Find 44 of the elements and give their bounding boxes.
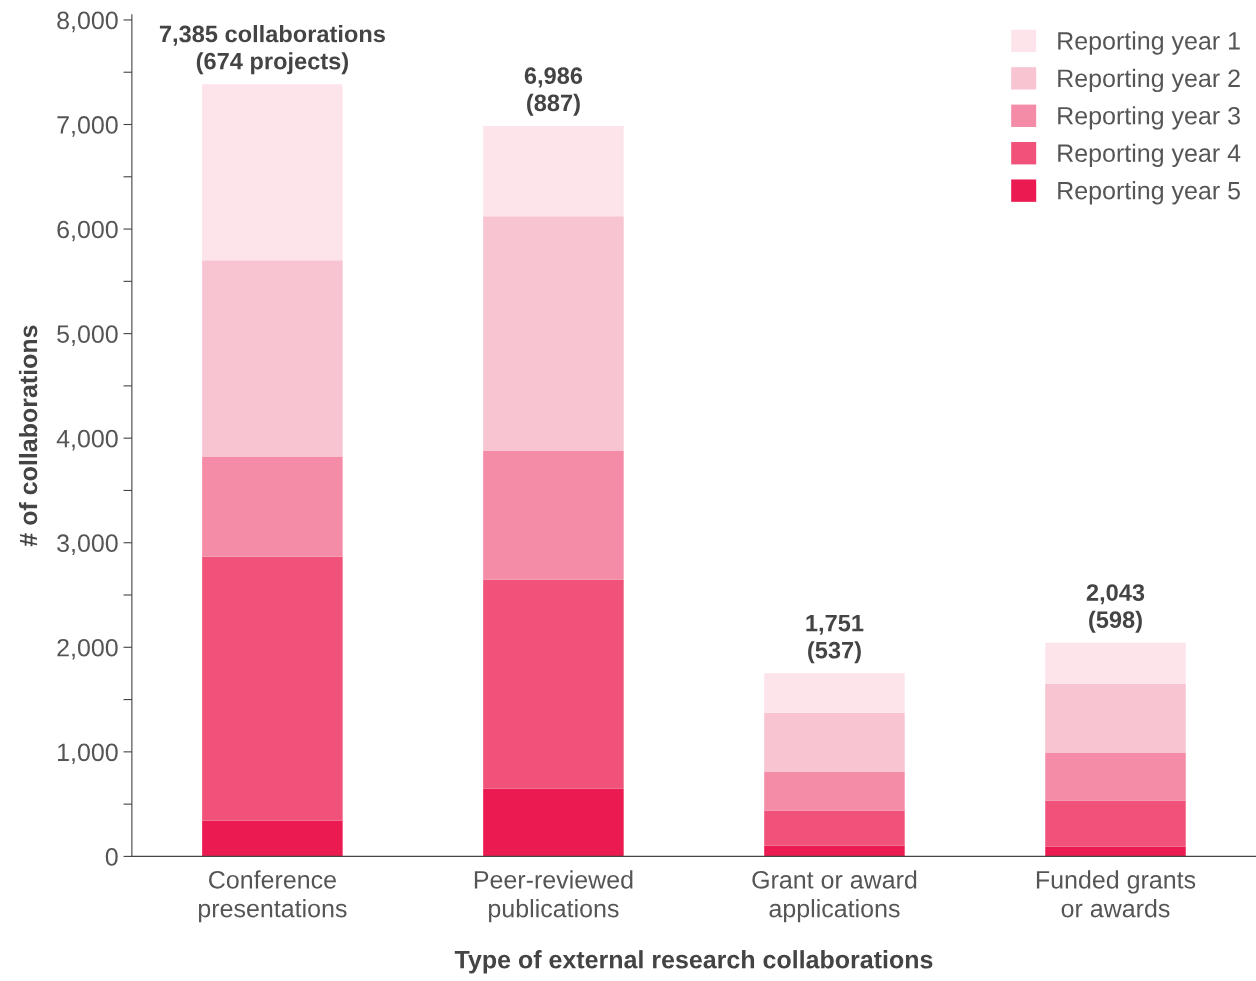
bar [1045,683,1186,753]
bar [483,579,624,789]
bar [764,810,905,846]
bar [1045,642,1186,684]
x-axis-title: Type of external research collaborations [454,950,933,974]
x-tick-label: Peer-reviewed publications [474,870,633,923]
y-tick-label: 0 [105,848,118,866]
legend-label: Reporting year 4 [1058,143,1241,167]
bar [1045,752,1186,801]
x-tick-label: Grant or award applications [752,870,917,923]
total-label: 7,385 collaborations (674 projects) [159,24,385,75]
legend-label: Reporting year 3 [1058,106,1240,130]
y-axis-title: # of collaborations [18,325,38,547]
bar [202,556,343,821]
y-tick-label: 2,000 [57,638,118,660]
y-tick-label: 7,000 [57,116,118,137]
bar [483,216,624,452]
bar [202,84,343,261]
bar [764,771,905,811]
total-label: 1,751 (537) [806,614,864,664]
bar [764,712,905,772]
bar [1045,800,1186,847]
total-label: 6,986 (887) [524,67,583,116]
y-tick-label: 6,000 [57,220,118,242]
total-label: 2,043 (598) [1086,584,1145,633]
bar [202,820,343,857]
x-tick-label: Funded grants or awards [1036,870,1196,918]
bar [483,788,624,857]
bar [483,451,624,580]
legend-label: Reporting year 5 [1058,181,1240,205]
y-tick-label: 4,000 [56,429,118,451]
y-tick-label: 1,000 [58,743,118,765]
bar [483,125,624,217]
y-tick-label: 3,000 [57,534,118,555]
legend-label: Reporting year 2 [1058,68,1240,93]
y-tick-label: 5,000 [57,325,118,346]
bar [1045,846,1186,857]
x-tick-label: Conference presentations [198,870,347,923]
bar [202,457,343,557]
bar [764,673,905,713]
bar [202,260,343,457]
y-tick-label: 8,000 [57,11,118,33]
legend-label: Reporting year 1 [1058,31,1240,55]
bar [764,845,905,857]
